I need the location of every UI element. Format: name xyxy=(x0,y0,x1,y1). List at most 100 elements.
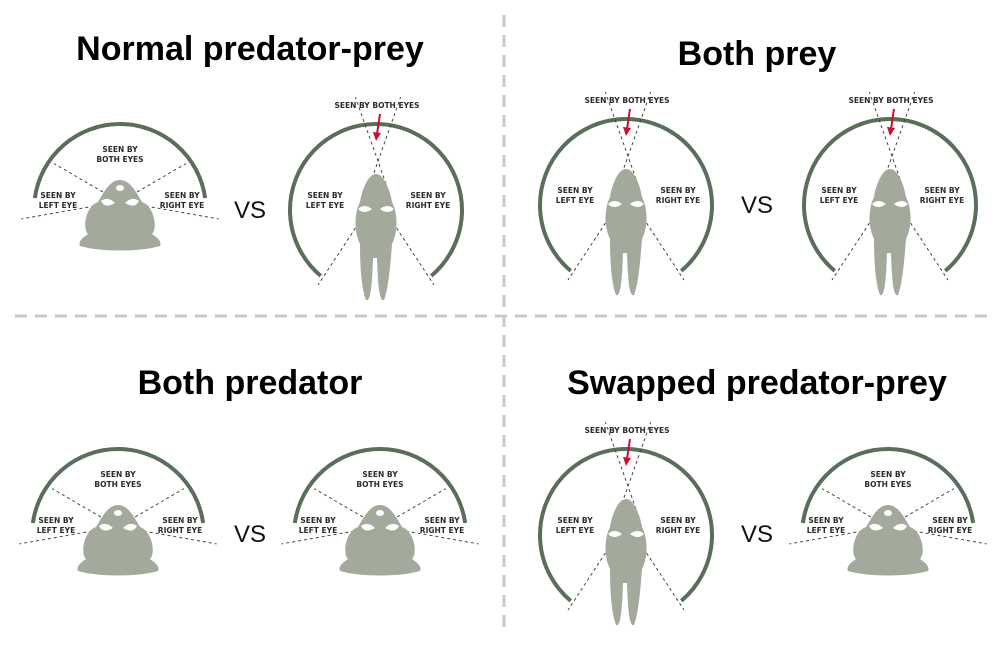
label-seen-by-both-eyes: SEEN BY BOTH EYES xyxy=(848,96,933,105)
sight-line-right xyxy=(883,92,916,180)
nose-highlight xyxy=(884,510,892,516)
sight-line-right xyxy=(369,97,402,185)
label-seen-by-right-eye: SEEN BY RIGHT EYE xyxy=(928,516,972,535)
blind-spot-line-right xyxy=(639,212,685,281)
prey-field-3-left: SEEN BY BOTH EYES SEEN BY LEFT EYE SEEN BY R… xyxy=(538,422,714,626)
right-eye-icon xyxy=(385,523,399,531)
predator-head-icon xyxy=(77,505,159,576)
left-eye-icon xyxy=(101,198,115,206)
predator-head-icon xyxy=(79,180,161,251)
label-seen-by-left-eye: SEEN BY LEFT EYE xyxy=(299,516,337,535)
panel-title-both-predator: Both predator xyxy=(138,364,363,402)
prey-head-icon xyxy=(355,174,397,301)
sight-line-left xyxy=(354,97,387,185)
label-seen-by-left-eye: SEEN BY LEFT EYE xyxy=(820,186,858,205)
prey-head-icon xyxy=(605,499,647,626)
left-eye-icon xyxy=(358,206,372,212)
left-eye-icon xyxy=(99,523,113,531)
label-seen-by-right-eye: SEEN BY RIGHT EYE xyxy=(406,191,450,210)
panel-title-normal: Normal predator-prey xyxy=(76,30,424,68)
prey-head-icon xyxy=(869,169,911,296)
right-eye-icon xyxy=(123,523,137,531)
right-eye-icon xyxy=(125,198,139,206)
red-arrow-head-icon xyxy=(373,132,381,141)
label-seen-by-right-eye: SEEN BY RIGHT EYE xyxy=(160,191,204,210)
blind-spot-line-right xyxy=(389,217,435,286)
right-eye-icon xyxy=(894,201,908,207)
vs-label-both-prey: VS xyxy=(741,192,773,219)
label-seen-by-right-eye: SEEN BY RIGHT EYE xyxy=(656,186,700,205)
field-of-view-arc xyxy=(538,447,714,603)
red-arrow-line xyxy=(890,108,895,130)
label-seen-by-both-eyes: SEEN BY BOTH EYES xyxy=(356,470,403,489)
blind-spot-line-right xyxy=(639,542,685,611)
predator-field-2-right: SEEN BY BOTH EYES SEEN BY LEFT EYE SEEN BY RI… xyxy=(281,447,479,576)
label-seen-by-left-eye: SEEN BY LEFT EYE xyxy=(556,186,594,205)
label-seen-by-right-eye: SEEN BY RIGHT EYE xyxy=(158,516,202,535)
prey-field-1-left: SEEN BY BOTH EYES SEEN BY LEFT EYE SEEN BY R… xyxy=(538,92,714,296)
predator-head-icon xyxy=(847,505,929,576)
field-of-view-arc xyxy=(292,447,468,524)
field-of-view-arc xyxy=(288,122,464,278)
blind-spot-line-right xyxy=(903,212,949,281)
label-seen-by-left-eye: SEEN BY LEFT EYE xyxy=(37,516,75,535)
predator-field-0-left: SEEN BY BOTH EYES SEEN BY LEFT EYE SEEN BY RI… xyxy=(21,122,219,251)
field-of-view-arc xyxy=(800,447,976,524)
field-of-view-arc xyxy=(538,117,714,273)
prey-field-1-right: SEEN BY BOTH EYES SEEN BY LEFT EYE SEEN BY R… xyxy=(802,92,978,296)
prey-field-0-right: SEEN BY BOTH EYES SEEN BY LEFT EYE SEEN BY R… xyxy=(288,97,464,301)
sight-line-right xyxy=(619,422,652,510)
left-eye-icon xyxy=(361,523,375,531)
blind-spot-line-left xyxy=(831,212,877,281)
vs-label-swapped: VS xyxy=(741,521,773,548)
vs-label-both-predator: VS xyxy=(234,521,266,548)
blind-spot-line-left xyxy=(567,212,613,281)
label-seen-by-right-eye: SEEN BY RIGHT EYE xyxy=(920,186,964,205)
red-arrow-head-icon xyxy=(887,127,895,136)
label-seen-by-both-eyes: SEEN BY BOTH EYES xyxy=(94,470,141,489)
left-eye-icon xyxy=(608,201,622,207)
label-seen-by-both-eyes: SEEN BY BOTH EYES xyxy=(96,145,143,164)
label-seen-by-both-eyes: SEEN BY BOTH EYES xyxy=(864,470,911,489)
red-arrow-line xyxy=(376,113,381,135)
label-seen-by-left-eye: SEEN BY LEFT EYE xyxy=(807,516,845,535)
field-of-view-arc xyxy=(32,122,208,199)
blind-spot-line-left xyxy=(317,217,363,286)
label-seen-by-left-eye: SEEN BY LEFT EYE xyxy=(306,191,344,210)
right-eye-icon xyxy=(630,201,644,207)
right-eye-icon xyxy=(893,523,907,531)
panel-title-both-prey: Both prey xyxy=(678,35,837,73)
nose-highlight xyxy=(116,185,124,191)
predator-head-icon xyxy=(339,505,421,576)
left-eye-icon xyxy=(872,201,886,207)
field-of-view-arc xyxy=(30,447,206,524)
red-arrow-line xyxy=(626,108,631,130)
predator-field-2-left: SEEN BY BOTH EYES SEEN BY LEFT EYE SEEN BY RI… xyxy=(19,447,217,576)
red-arrow-head-icon xyxy=(623,457,631,466)
label-seen-by-left-eye: SEEN BY LEFT EYE xyxy=(39,191,77,210)
vs-label-normal: VS xyxy=(234,197,266,224)
label-seen-by-both-eyes: SEEN BY BOTH EYES xyxy=(334,101,419,110)
red-arrow-line xyxy=(626,438,631,460)
label-seen-by-left-eye: SEEN BY LEFT EYE xyxy=(556,516,594,535)
label-seen-by-both-eyes: SEEN BY BOTH EYES xyxy=(584,96,669,105)
nose-highlight xyxy=(376,510,384,516)
panel-title-swapped: Swapped predator-prey xyxy=(567,364,947,402)
sight-line-right xyxy=(619,92,652,180)
label-seen-by-right-eye: SEEN BY RIGHT EYE xyxy=(656,516,700,535)
right-eye-icon xyxy=(630,531,644,537)
label-seen-by-right-eye: SEEN BY RIGHT EYE xyxy=(420,516,464,535)
sight-line-left xyxy=(604,422,637,510)
label-seen-by-both-eyes: SEEN BY BOTH EYES xyxy=(584,426,669,435)
sight-line-left xyxy=(868,92,901,180)
sight-line-left xyxy=(604,92,637,180)
right-eye-icon xyxy=(380,206,394,212)
prey-head-icon xyxy=(605,169,647,296)
left-eye-icon xyxy=(869,523,883,531)
blind-spot-line-left xyxy=(567,542,613,611)
red-arrow-head-icon xyxy=(623,127,631,136)
nose-highlight xyxy=(114,510,122,516)
predator-field-3-right: SEEN BY BOTH EYES SEEN BY LEFT EYE SEEN BY RI… xyxy=(789,447,987,576)
field-of-view-arc xyxy=(802,117,978,273)
